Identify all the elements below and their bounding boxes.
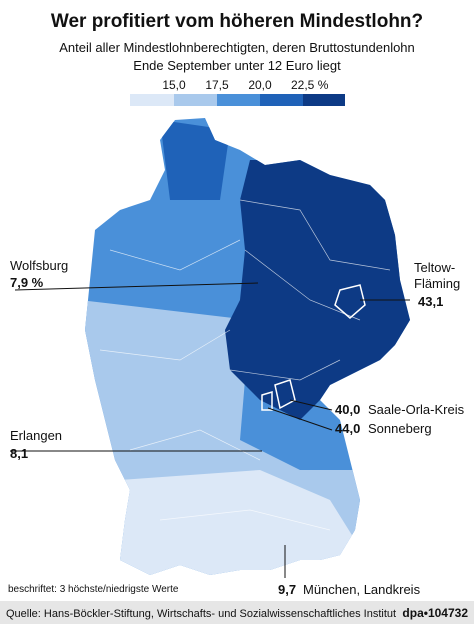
region-bavaria	[100, 470, 380, 575]
subtitle: Anteil aller Mindestlohnberechtigten, de…	[59, 40, 415, 55]
legend-label: 22,5 %	[291, 78, 329, 92]
value: 40,0	[335, 402, 360, 417]
legend-swatch	[260, 94, 303, 106]
label: München, Landkreis	[303, 582, 421, 597]
region-north	[160, 120, 230, 200]
source: Quelle: Hans-Böckler-Stiftung, Wirtschaf…	[6, 608, 396, 620]
label: Wolfsburg	[10, 258, 68, 273]
value: 8,1	[10, 446, 28, 461]
value: 7,9 %	[10, 275, 44, 290]
value: 44,0	[335, 421, 360, 436]
region-east	[225, 160, 410, 420]
highlights	[261, 284, 366, 411]
label: Erlangen	[10, 428, 62, 443]
legend-swatch	[130, 94, 174, 106]
annotations: Wolfsburg 7,9 % Teltow-Fläming 43,1 40,0…	[10, 258, 465, 597]
value: 9,7	[278, 582, 296, 597]
value: 43,1	[418, 294, 443, 309]
agency-id: dpa•104732	[402, 606, 468, 620]
subtitle: Ende September unter 12 Euro liegt	[133, 58, 341, 73]
legend-label: 20,0	[248, 78, 272, 92]
legend-swatch	[217, 94, 260, 106]
legend-label: 17,5	[205, 78, 229, 92]
label: Saale-Orla-Kreis	[368, 402, 465, 417]
footer-bar	[0, 601, 474, 624]
borders	[99, 199, 391, 531]
label: Teltow-Fläming	[414, 260, 460, 291]
legend-swatch	[174, 94, 217, 106]
legend-swatch	[303, 94, 345, 106]
note: beschriftet: 3 höchste/niedrigste Werte	[8, 584, 179, 595]
label: Sonneberg	[368, 421, 432, 436]
leaders	[10, 282, 410, 578]
legend: 15,0 17,5 20,0 22,5 %	[130, 78, 345, 106]
legend-label: 15,0	[162, 78, 186, 92]
title: Wer profitiert vom höheren Mindestlohn?	[51, 11, 423, 32]
